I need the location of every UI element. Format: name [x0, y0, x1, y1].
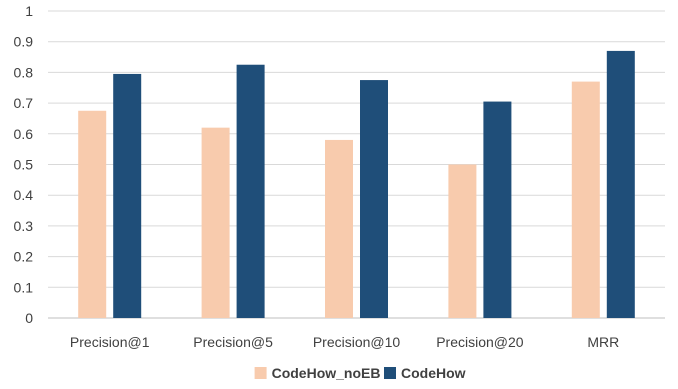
- x-category-label: MRR: [587, 334, 619, 350]
- bar-codehow-noeb-precision-20: [448, 164, 477, 318]
- y-tick-label: 0.9: [14, 34, 34, 50]
- legend: CodeHow_noEB CodeHow: [254, 365, 466, 381]
- y-tick-label: 0.6: [14, 126, 34, 142]
- bar-codehow-noeb-mrr: [571, 81, 600, 318]
- bar-codehow-precision-20: [483, 101, 512, 318]
- legend-label: CodeHow_noEB: [272, 365, 381, 381]
- x-category-label: Precision@5: [193, 334, 273, 350]
- y-tick-label: 0.5: [14, 157, 34, 173]
- bar-codehow-precision-5: [236, 64, 265, 318]
- y-tick-label: 0: [25, 310, 33, 326]
- y-tick-label: 0.2: [14, 249, 34, 265]
- y-tick-label: 1: [25, 3, 33, 19]
- legend-swatch: [254, 367, 267, 379]
- x-category-label: Precision@1: [70, 334, 150, 350]
- y-tick-label: 0.4: [14, 187, 34, 203]
- bar-codehow-noeb-precision-1: [78, 110, 107, 319]
- bar-codehow-noeb-precision-10: [325, 139, 353, 318]
- bar-codehow-precision-1: [113, 73, 142, 318]
- bar-codehow-mrr: [606, 50, 635, 318]
- y-tick-label: 0.3: [14, 218, 34, 234]
- y-tick-label: 0.8: [14, 64, 34, 80]
- gridlines: [48, 10, 665, 319]
- legend-swatch: [384, 367, 396, 379]
- x-category-label: Precision@10: [313, 334, 401, 350]
- bar-codehow-precision-10: [360, 80, 388, 318]
- y-tick-label: 0.1: [14, 279, 34, 295]
- y-tick-label: 0.7: [14, 95, 34, 111]
- legend-label: CodeHow: [401, 365, 466, 381]
- x-axis-labels: Precision@1 Precision@5 Precision@10 Precis…: [70, 334, 619, 350]
- bar-codehow-noeb-precision-5: [201, 127, 230, 318]
- x-category-label: Precision@20: [436, 334, 524, 350]
- y-axis-ticks: 0 0.1 0.2 0.3 0.4 0.5 0.6 0.7 0.8 0.9 1: [14, 3, 34, 326]
- bars: [78, 50, 635, 319]
